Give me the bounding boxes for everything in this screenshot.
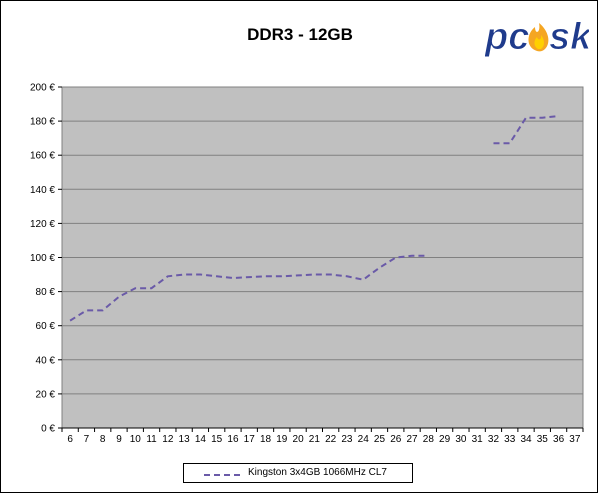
x-tick-label: 13 — [179, 434, 191, 445]
y-tick-label: 80 € — [36, 287, 56, 298]
series-lines — [69, 115, 559, 322]
legend-entry-kingston: Kingston 3x4GB 1066MHz CL7 — [248, 467, 387, 478]
x-tick-label: 24 — [358, 434, 370, 445]
x-tick-label: 11 — [146, 434, 157, 445]
y-axis: 0 € 20 € 40 € 60 € 80 € 100 € 120 € 140 € 160 € 1… — [30, 83, 62, 435]
x-tick-label: 33 — [504, 434, 516, 445]
x-tick-label: 37 — [569, 434, 581, 445]
x-tick-label: 9 — [116, 434, 122, 445]
x-tick-label: 28 — [423, 434, 435, 445]
logo-text-pc: pc — [485, 16, 529, 58]
x-tick-label: 12 — [162, 434, 174, 445]
x-tick-label: 10 — [130, 434, 142, 445]
y-tick-label: 0 € — [41, 424, 55, 435]
x-tick-label: 29 — [439, 434, 451, 445]
x-tick-label: 19 — [276, 434, 288, 445]
x-tick-label: 35 — [537, 434, 549, 445]
gridlines — [62, 86, 583, 395]
x-tick-label: 18 — [260, 434, 272, 445]
series-line-segment — [493, 115, 559, 145]
x-tick-label: 14 — [195, 434, 207, 445]
x-tick-label: 27 — [406, 434, 418, 445]
x-tick-label: 31 — [472, 434, 484, 445]
legend: Kingston 3x4GB 1066MHz CL7 — [183, 463, 413, 483]
x-tick-label: 7 — [84, 434, 90, 445]
pcosk-logo: pc sk — [485, 16, 589, 59]
chart-plot: 0 € 20 € 40 € 60 € 80 € 100 € 120 € 140 € 160 € 1… — [30, 83, 584, 445]
legend-swatch — [204, 474, 242, 476]
logo-text-sk: sk — [549, 16, 589, 58]
y-tick-label: 160 € — [30, 151, 55, 162]
x-tick-label: 26 — [390, 434, 402, 445]
x-tick-label: 17 — [244, 434, 256, 445]
x-tick-label: 16 — [227, 434, 239, 445]
x-tick-label: 36 — [553, 434, 565, 445]
logo-flame-core-icon — [534, 35, 544, 49]
x-tick-label: 34 — [520, 434, 532, 445]
x-tick-label: 8 — [100, 434, 106, 445]
x-tick-label: 21 — [309, 434, 321, 445]
chart-title: DDR3 - 12GB — [247, 25, 353, 44]
x-tick-label: 32 — [488, 434, 500, 445]
x-tick-label: 22 — [325, 434, 337, 445]
y-tick-label: 120 € — [30, 219, 55, 230]
y-tick-label: 140 € — [30, 185, 55, 196]
y-tick-label: 20 € — [36, 389, 56, 400]
y-tick-label: 200 € — [30, 83, 55, 94]
x-tick-label: 30 — [455, 434, 467, 445]
y-tick-label: 100 € — [30, 253, 55, 264]
x-tick-label: 6 — [67, 434, 73, 445]
x-axis: 6 7 8 9 10 11 12 13 14 15 16 17 18 19 20 21 22 23 24 25 26 27… — [61, 427, 584, 445]
x-tick-label: 23 — [341, 434, 353, 445]
y-tick-label: 60 € — [36, 321, 56, 332]
y-tick-label: 180 € — [30, 117, 55, 128]
x-tick-label: 15 — [211, 434, 223, 445]
x-tick-label: 25 — [374, 434, 386, 445]
x-tick-label: 20 — [293, 434, 305, 445]
y-tick-label: 40 € — [36, 355, 56, 366]
